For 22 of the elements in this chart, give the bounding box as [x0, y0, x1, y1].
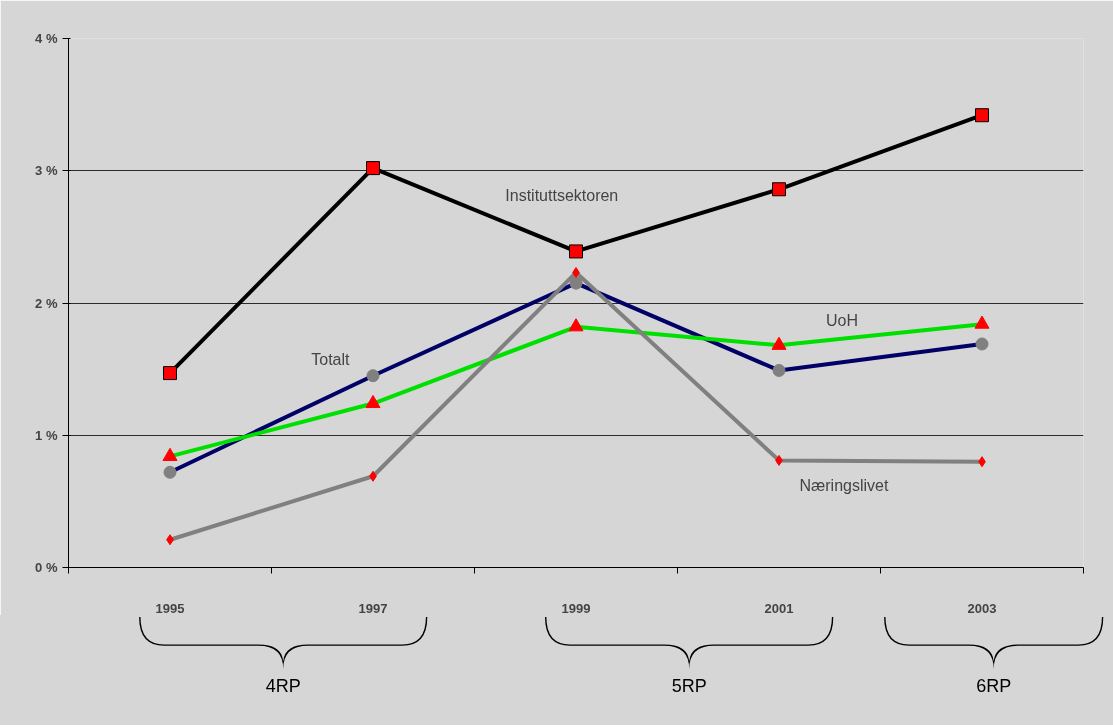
y-tick-label: 2 %: [35, 295, 58, 311]
x-tick-label: 2001: [764, 600, 794, 616]
series-label: UoH: [825, 311, 858, 329]
point: [569, 244, 583, 259]
x-tick-label: 1999: [561, 600, 591, 616]
y-tick-label: 4 %: [35, 31, 58, 46]
point: [772, 182, 786, 197]
series-label: Totalt: [311, 351, 351, 369]
x-tick-label: 1997: [358, 600, 388, 616]
point: [163, 366, 177, 381]
text: 6RP: [976, 675, 1012, 696]
x-tick-label: 1995: [155, 600, 185, 616]
series-label: Næringslivet: [799, 477, 889, 495]
y-tick-label: 0 %: [35, 560, 58, 575]
series-label: Instituttsektoren: [505, 187, 619, 205]
text: 5RP: [671, 675, 707, 696]
y-tick-label: 3 %: [35, 163, 58, 179]
point: [366, 161, 380, 176]
text: 4RP: [265, 675, 301, 696]
x-tick-label: 2003: [967, 600, 997, 616]
y-tick-label: 1 %: [35, 427, 58, 443]
point: [975, 108, 989, 123]
